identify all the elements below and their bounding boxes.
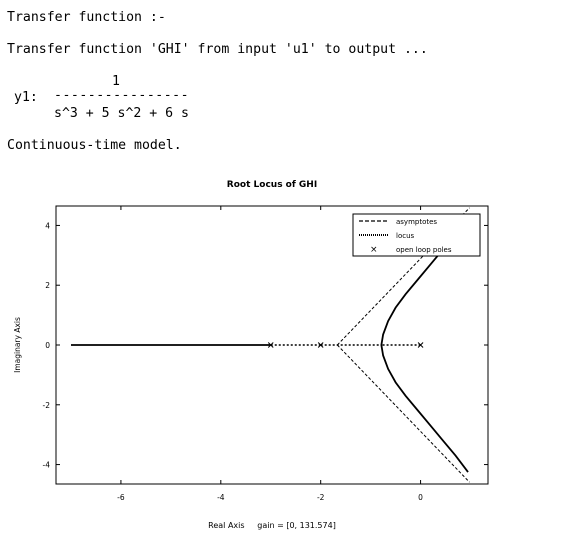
open-loop-pole-marker [317,342,324,348]
x-tick-label: -2 [317,493,325,502]
y-tick-label: -2 [43,401,51,410]
open-loop-pole-marker [267,342,274,348]
asymptotes-line [336,344,470,483]
tf-numerator: 1 [112,74,120,89]
legend-label-locus: locus [396,232,415,240]
console-line-transfer-function: Transfer function 'GHI' from input 'u1' … [7,42,428,57]
tf-output-label: y1: [14,90,38,105]
y-tick-label: -4 [43,461,51,470]
legend-marker-open-loop-poles: × [370,245,378,255]
asymptotes-line [336,207,470,346]
y-tick-label: 4 [45,221,50,230]
tf-fraction-bar: ---------------- [54,88,190,103]
legend-label-asymptotes: asymptotes [396,218,437,226]
y-axis-label: Imaginary Axis [13,317,22,373]
open-loop-pole-marker [417,342,424,348]
legend: asymptotes locus × open loop poles [352,213,481,257]
locus-line [380,344,469,473]
console-line-model-note: Continuous-time model. [7,138,182,153]
chart-title: Root Locus of GHI [227,180,317,190]
x-tick-label: -6 [117,493,125,502]
y-tick-label: 2 [45,281,50,290]
y-tick-label: 0 [45,341,50,350]
x-axis-label: Real Axis gain = [0, 131.574] [208,521,336,530]
axis-ticks: -6 -4 -2 0 -4 -2 0 2 4 [43,206,488,502]
x-tick-label: -4 [217,493,225,502]
tf-denominator: s^3 + 5 s^2 + 6 s [54,106,189,121]
x-tick-label: 0 [418,493,423,502]
legend-label-open-loop-poles: open loop poles [396,246,452,254]
console-line-header: Transfer function :- [7,10,166,25]
